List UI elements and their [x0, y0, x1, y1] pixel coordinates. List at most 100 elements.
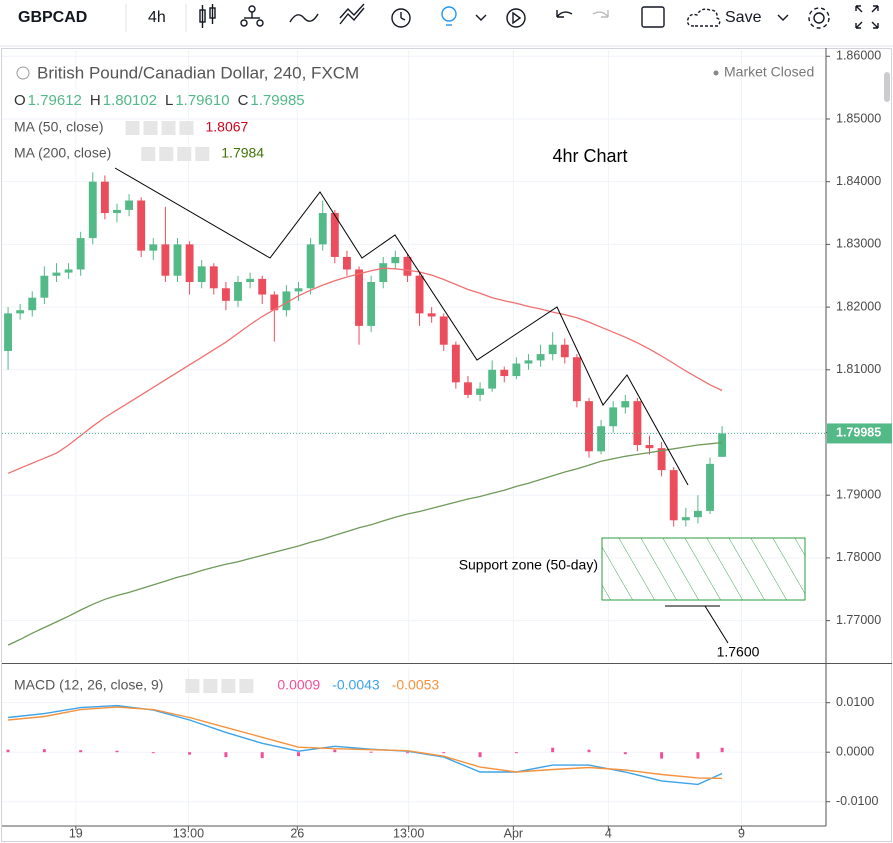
- legend-button[interactable]: [179, 121, 194, 135]
- candle-body: [560, 344, 569, 358]
- alert-icon[interactable]: [391, 8, 411, 28]
- legend-button[interactable]: [177, 147, 192, 161]
- expand-icon[interactable]: [855, 5, 879, 29]
- candle-body: [488, 369, 497, 389]
- macd-histogram-bar: [514, 752, 518, 754]
- candle-body: [548, 344, 557, 355]
- candle-body: [161, 244, 170, 276]
- legend-button[interactable]: [221, 679, 236, 693]
- candle-body: [221, 288, 230, 301]
- price-tag: [827, 423, 892, 444]
- market-status: Market Closed: [724, 64, 814, 80]
- candle-body: [524, 360, 533, 364]
- y-tick-label: 1.78000: [836, 550, 881, 564]
- candle-body: [451, 344, 460, 383]
- candle-body: [512, 363, 521, 377]
- y-tick-label: 1.84000: [836, 174, 881, 188]
- x-tick-label: 26: [290, 826, 304, 840]
- macd-histogram-bar: [587, 749, 591, 753]
- macd-histogram-bar: [79, 750, 83, 753]
- y-tick-label: 1.83000: [836, 237, 881, 251]
- undo-icon[interactable]: [556, 10, 573, 18]
- fullscreen-icon[interactable]: [641, 6, 665, 28]
- settings-icon[interactable]: [808, 7, 830, 29]
- moving-average: [7, 267, 723, 474]
- candle-body: [693, 510, 702, 518]
- price-tag-label: 1.79985: [836, 426, 881, 440]
- line-icon[interactable]: [289, 13, 319, 23]
- candle-body: [100, 181, 109, 214]
- candle-body: [367, 282, 376, 326]
- legend-button[interactable]: [141, 147, 156, 161]
- indicators-icon[interactable]: [240, 5, 264, 27]
- legend-value: 1.7984: [221, 145, 264, 161]
- candles-icon[interactable]: [199, 4, 216, 28]
- legend-button[interactable]: [143, 121, 158, 135]
- macd-histogram-bar: [623, 752, 627, 755]
- grid: 19 13:00 26 13:00 Apr 4 9 1.77000 1.78000 1.79000…: [2, 49, 881, 840]
- compare-icon[interactable]: [339, 3, 365, 25]
- macd-histogram-bar: [551, 747, 555, 753]
- legend-button[interactable]: [185, 679, 200, 693]
- macd-histogram-bar: [151, 752, 155, 754]
- dropdown[interactable]: [777, 14, 789, 21]
- candle-body: [621, 401, 630, 408]
- legend-button[interactable]: [203, 679, 218, 693]
- legend-button[interactable]: [125, 121, 140, 135]
- candle-body: [657, 448, 666, 471]
- scrollbar[interactable]: [884, 72, 890, 102]
- macd-histogram-bar: [260, 752, 264, 759]
- candle-body: [500, 369, 509, 377]
- candle-body: [597, 426, 606, 452]
- candle-body: [318, 213, 327, 245]
- replay-icon[interactable]: [506, 8, 526, 28]
- candle-body: [246, 278, 255, 283]
- macd-histogram-bar: [369, 751, 373, 753]
- annotation: 1.7600: [717, 644, 760, 660]
- indicator-title: MACD (12, 26, close, 9): [14, 677, 163, 693]
- legend-button[interactable]: [161, 121, 176, 135]
- candle-body: [173, 244, 182, 276]
- macd-histogram-bar: [115, 750, 119, 753]
- legend-button[interactable]: [195, 147, 210, 161]
- moving-average: [7, 441, 723, 646]
- candle-body: [137, 200, 146, 251]
- legend-values: O 1.79612 H 1.80102 L 1.79610 C 1.79985 MA (50, …: [14, 92, 439, 693]
- macd-histogram-bar: [42, 749, 46, 753]
- series-title: British Pound/Canadian Dollar, 240, FXCM: [37, 63, 359, 82]
- candle-body: [379, 263, 388, 283]
- save-button[interactable]: Save: [725, 9, 762, 26]
- legend-button[interactable]: [159, 147, 174, 161]
- status-dot: [713, 70, 719, 76]
- candle-body: [439, 316, 448, 345]
- candle-body: [125, 200, 134, 210]
- candle-body: [4, 313, 12, 351]
- candle-body: [609, 407, 618, 427]
- symbol[interactable]: GBPCAD: [18, 9, 87, 26]
- macd-histogram-bar: [405, 752, 409, 754]
- candle-body: [343, 256, 351, 270]
- dropdown[interactable]: [475, 14, 487, 21]
- ohlc-key: O: [14, 92, 26, 109]
- candle-body: [669, 470, 678, 521]
- candle-body: [197, 266, 206, 283]
- chart-frame: [1, 48, 892, 842]
- trend-drawing: [114, 167, 689, 486]
- cloud-icon[interactable]: [686, 8, 721, 27]
- legend-value: 0.0009: [277, 677, 320, 693]
- candle-body: [282, 291, 291, 311]
- candle-body: [572, 357, 581, 402]
- x-tick-label: 19: [69, 826, 83, 840]
- candle-body: [88, 181, 97, 239]
- interval[interactable]: 4h: [148, 9, 166, 26]
- x-tick-label: 9: [738, 826, 745, 840]
- macd-histogram-bar: [188, 752, 192, 755]
- idea-icon[interactable]: [441, 6, 457, 26]
- macd-histogram-bar: [696, 752, 700, 759]
- redo-icon[interactable]: [592, 10, 609, 18]
- candle-body: [149, 244, 158, 251]
- candle-body: [64, 269, 73, 273]
- candle-body: [355, 269, 363, 326]
- symbol-logo: [16, 66, 30, 80]
- legend-button[interactable]: [239, 679, 254, 693]
